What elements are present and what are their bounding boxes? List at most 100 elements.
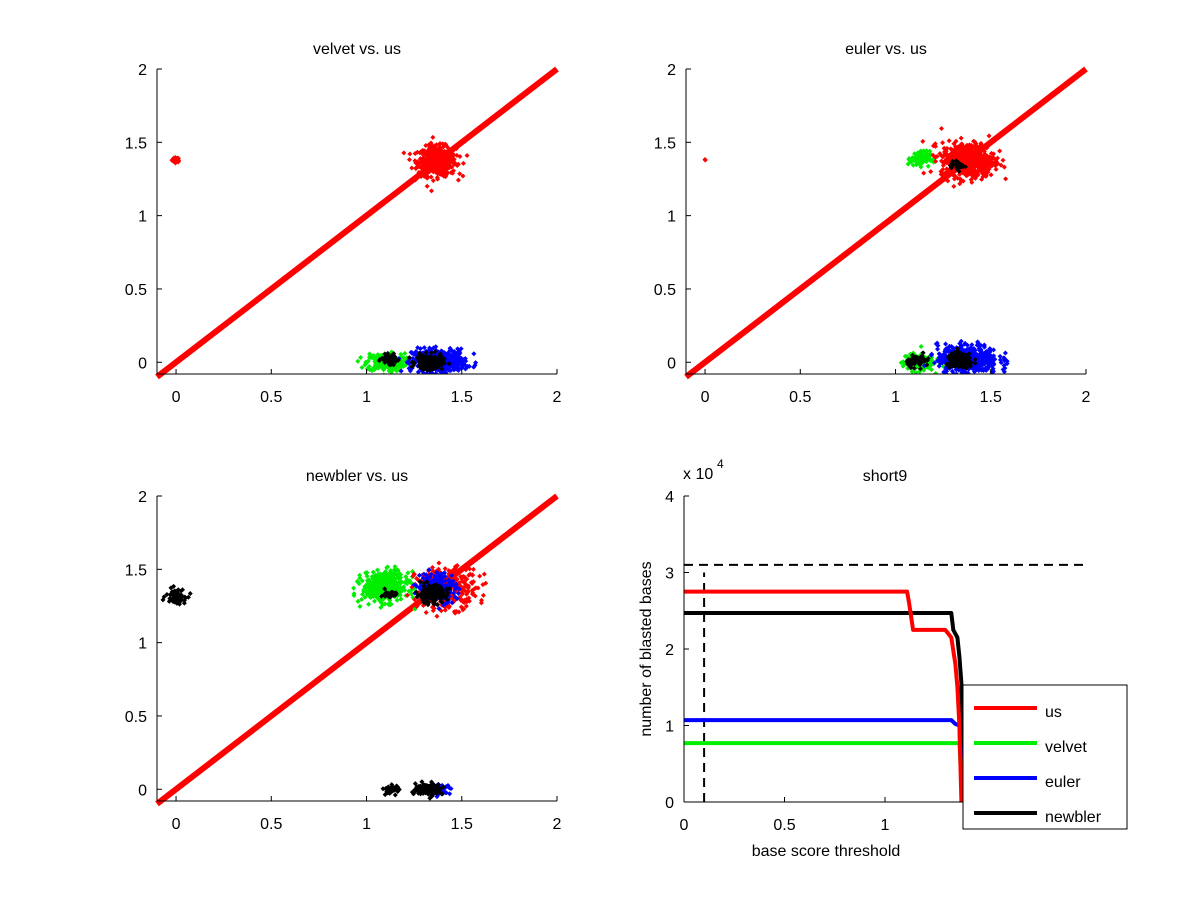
y-tick-label: 1.5 (125, 562, 147, 579)
data-point (359, 578, 365, 584)
data-point (430, 178, 436, 184)
x-tick-label: 1 (881, 817, 890, 834)
data-point (953, 158, 959, 164)
data-point (429, 779, 435, 785)
data-point (412, 597, 418, 603)
data-point (359, 596, 365, 602)
data-point (955, 348, 961, 354)
data-point (958, 338, 964, 344)
y-multiplier-label: x 10 (683, 466, 713, 483)
data-point (440, 144, 446, 150)
data-point (365, 358, 371, 364)
data-point (973, 144, 979, 150)
y-tick-label: 1 (665, 719, 674, 736)
data-point (385, 564, 391, 570)
data-point (399, 362, 405, 368)
x-tick-label: 1.5 (451, 816, 473, 833)
data-point (470, 590, 476, 596)
data-point (415, 790, 421, 796)
data-point (451, 352, 457, 358)
data-point (898, 360, 904, 366)
data-point (951, 183, 957, 189)
data-point (940, 166, 946, 172)
data-point (448, 154, 454, 160)
data-point (382, 365, 388, 371)
series-line-velvet (684, 741, 966, 803)
data-point (361, 587, 367, 593)
cluster-2 (905, 148, 937, 170)
data-point (432, 349, 438, 355)
data-point (389, 785, 395, 791)
data-point (164, 592, 170, 598)
data-point (388, 369, 394, 374)
cluster-6 (406, 349, 452, 373)
diagonal-line (155, 66, 559, 380)
data-point (435, 789, 441, 795)
data-point (951, 345, 957, 351)
data-point (434, 361, 440, 367)
data-point (452, 594, 458, 600)
cluster-6 (413, 579, 453, 608)
data-point (972, 175, 978, 181)
data-point (983, 169, 989, 175)
data-point (176, 158, 182, 164)
data-point (978, 347, 984, 353)
data-point (924, 362, 930, 368)
data-point (941, 152, 947, 158)
data-point (428, 152, 434, 158)
data-point (425, 575, 431, 581)
scatter-points (160, 560, 489, 801)
data-point (171, 583, 177, 589)
data-point (407, 151, 413, 157)
chart-title: newbler vs. us (306, 468, 408, 485)
data-point (462, 366, 468, 372)
data-point (423, 365, 429, 371)
y-multiplier-exponent: 4 (717, 457, 724, 471)
data-point (427, 795, 433, 801)
data-point (423, 609, 429, 615)
data-point (972, 360, 978, 366)
data-point (1000, 366, 1006, 372)
data-point (396, 787, 402, 793)
data-point (393, 359, 399, 365)
data-point (439, 366, 445, 372)
data-point (395, 364, 401, 370)
data-point (990, 366, 996, 372)
data-point (950, 371, 956, 374)
data-point (446, 568, 452, 574)
data-point (911, 365, 917, 371)
data-point (452, 161, 458, 167)
data-point (978, 167, 984, 173)
data-point (473, 585, 479, 591)
data-point (416, 164, 422, 170)
data-point (997, 357, 1003, 363)
data-point (417, 585, 423, 591)
data-point (1001, 355, 1007, 361)
data-point (437, 162, 443, 168)
data-point (460, 173, 466, 179)
data-point (387, 584, 393, 590)
data-point (433, 166, 439, 172)
data-point (357, 604, 363, 610)
data-point (975, 162, 981, 168)
cluster-2 (401, 134, 470, 194)
data-point (435, 782, 441, 788)
data-point (167, 592, 173, 598)
data-point (371, 353, 377, 359)
data-point (933, 158, 939, 164)
data-point (181, 600, 187, 606)
data-point (436, 560, 442, 566)
data-point (438, 171, 444, 177)
cluster-7 (380, 782, 402, 798)
data-point (980, 163, 986, 169)
data-point (463, 567, 469, 573)
data-point (420, 367, 426, 373)
data-point (916, 157, 922, 163)
data-point (421, 173, 427, 179)
data-point (980, 351, 986, 357)
data-point (449, 600, 455, 606)
subplot-3: newbler vs. us0 0.5 1 1.5 200.511.52 (125, 468, 562, 833)
data-point (982, 356, 988, 362)
data-point (171, 155, 177, 161)
data-point (372, 591, 378, 597)
